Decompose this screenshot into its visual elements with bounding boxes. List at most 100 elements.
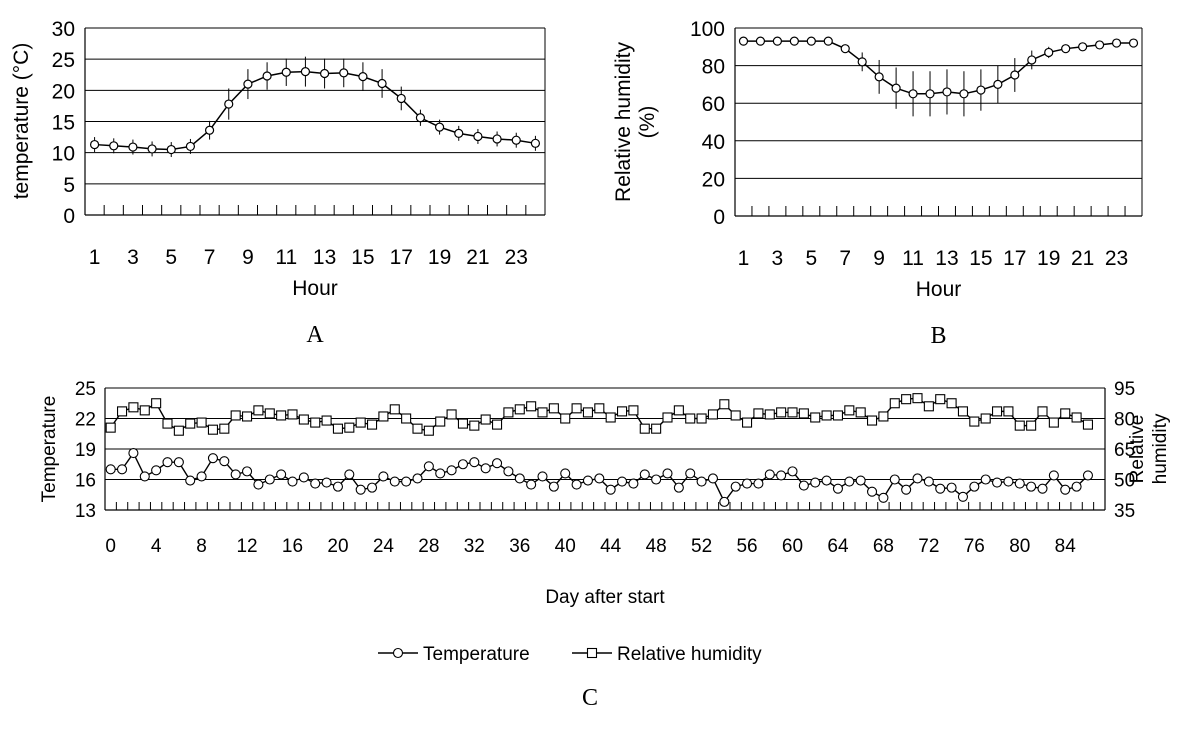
temperature-data-point: [548, 481, 559, 492]
humidity-data-point: [673, 405, 684, 416]
temperature-data-point: [196, 471, 207, 482]
humidity-data-point: [741, 417, 753, 428]
data-point: [993, 79, 1003, 90]
data-point: [166, 144, 176, 155]
x-tick-label: 28: [418, 536, 439, 557]
x-tick-label: 9: [873, 247, 885, 270]
x-tick-label: 15: [351, 246, 374, 269]
x-tick-label: 16: [282, 536, 303, 557]
temperature-data-point: [1048, 470, 1059, 481]
legend-humidity-label: Relative humidity: [617, 644, 762, 665]
legend-temperature-marker: [392, 647, 404, 659]
x-tick-label: 3: [127, 246, 139, 269]
humidity-data-point: [832, 410, 844, 421]
temperature-data-point: [1082, 470, 1094, 481]
temperature-data-point: [526, 479, 537, 490]
temperature-data-point: [276, 469, 287, 480]
humidity-data-point: [151, 398, 162, 409]
humidity-data-point: [503, 407, 514, 418]
y-right-tick-label: 35: [1114, 501, 1135, 522]
temperature-data-point: [389, 476, 400, 487]
temperature-data-point: [128, 448, 139, 459]
x-tick-label: 17: [390, 246, 413, 269]
x-tick-label: 7: [839, 247, 851, 270]
temperature-data-point: [912, 473, 923, 484]
y-right-tick-label: 50: [1114, 471, 1135, 492]
humidity-data-point: [230, 410, 241, 421]
x-tick-label: 8: [196, 536, 207, 557]
x-tick-label: 60: [782, 536, 803, 557]
y-tick-label: 0: [63, 205, 75, 228]
humidity-data-point: [844, 405, 855, 416]
x-tick-label: 9: [242, 246, 254, 269]
data-point: [755, 36, 766, 46]
x-tick-label: 13: [935, 247, 958, 270]
x-tick-label: 12: [236, 536, 257, 557]
y-tick-label: 60: [702, 93, 725, 116]
data-point: [319, 68, 330, 79]
panel-label: A: [306, 322, 324, 348]
temperature-data-point: [435, 468, 446, 479]
humidity-data-point: [332, 423, 344, 434]
data-point: [300, 67, 311, 77]
temperature-data-point: [787, 466, 798, 477]
x-tick-label: 80: [1009, 536, 1030, 557]
temperature-data-point: [116, 464, 128, 475]
x-axis-title: Hour: [292, 277, 338, 300]
humidity-data-point: [185, 418, 196, 429]
temperature-data-point: [889, 474, 900, 485]
temperature-data-point: [662, 468, 673, 479]
humidity-data-point: [469, 420, 480, 431]
temperature-data-point: [162, 457, 173, 468]
humidity-data-point: [548, 403, 559, 414]
humidity-data-point: [526, 401, 537, 412]
x-tick-label: 40: [555, 536, 576, 557]
humidity-data-point: [344, 422, 355, 433]
temperature-data-point: [673, 482, 684, 493]
temperature-data-point: [366, 482, 378, 493]
humidity-data-point: [889, 398, 900, 409]
humidity-data-point: [321, 415, 332, 426]
panel-label: C: [582, 685, 598, 711]
temperature-data-point: [287, 476, 298, 487]
data-point: [857, 57, 867, 67]
humidity-data-point: [912, 393, 923, 404]
y-axis-title-line: Relative humidity: [612, 42, 635, 202]
x-axis-title: Hour: [916, 278, 962, 301]
temperature-data-point: [957, 491, 969, 502]
temperature-data-point: [730, 481, 741, 492]
data-point: [806, 36, 816, 46]
temperature-data-point: [355, 484, 366, 495]
data-point: [492, 134, 502, 144]
data-point: [976, 85, 986, 95]
humidity-data-point: [1026, 420, 1037, 431]
x-tick-label: 11: [902, 247, 924, 270]
humidity-data-point: [730, 410, 741, 421]
y-tick-label: 100: [690, 18, 725, 41]
humidity-data-point: [1003, 406, 1014, 417]
temperature-data-point: [1071, 481, 1082, 492]
humidity-data-point: [1037, 406, 1048, 417]
temperature-data-point: [401, 476, 412, 487]
legend-temperature-label: Temperature: [423, 644, 530, 665]
x-tick-label: 5: [805, 247, 817, 270]
data-point: [1078, 42, 1088, 52]
data-point: [89, 139, 100, 150]
temperature-data-point: [821, 475, 832, 486]
x-tick-label: 19: [428, 246, 451, 269]
humidity-data-point: [560, 413, 571, 424]
humidity-data-point: [446, 409, 457, 420]
y-tick-label: 40: [702, 131, 725, 154]
y-right-axis-title-line: humidity: [1150, 413, 1171, 484]
humidity-data-point: [457, 418, 469, 429]
temperature-data-point: [935, 483, 946, 494]
humidity-data-point: [901, 394, 912, 405]
data-point: [738, 36, 749, 46]
panel-label: B: [930, 323, 946, 349]
temperature-data-point: [457, 459, 469, 470]
temperature-data-point: [866, 486, 878, 497]
data-point: [1027, 55, 1037, 65]
humidity-data-point: [571, 403, 582, 414]
temperature-data-point: [980, 474, 991, 485]
humidity-data-point: [264, 408, 275, 419]
